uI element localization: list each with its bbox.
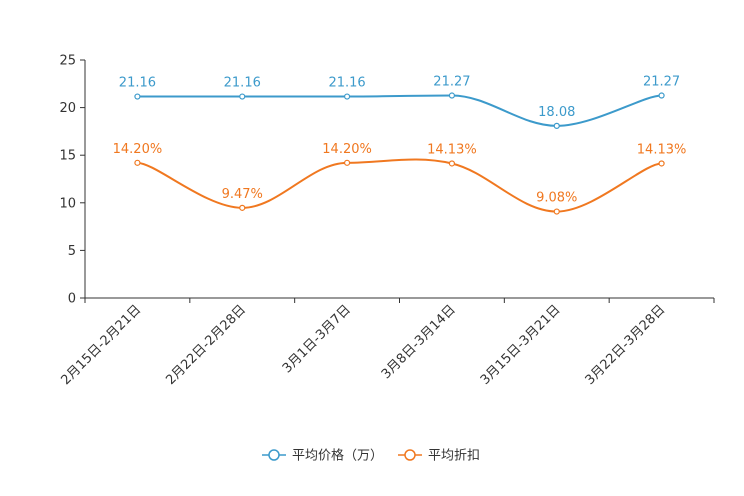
data-label: 18.08 (538, 105, 575, 120)
data-point (658, 92, 665, 99)
data-point (448, 92, 456, 99)
legend-marker-icon (404, 449, 416, 461)
data-point (343, 159, 351, 166)
y-tick-label: 25 (59, 54, 76, 69)
data-labels: 21.16 21.16 21.16 21.27 18.08 21.27 14.20% 9.47… (113, 75, 687, 206)
data-label: 9.47% (222, 187, 263, 202)
data-label: 21.16 (328, 76, 365, 91)
x-tick-label: 3月8日-3月14日 (379, 302, 459, 382)
y-tick-label: 5 (68, 244, 76, 259)
data-point (448, 160, 456, 167)
data-label: 21.16 (224, 76, 261, 91)
data-label: 14.13% (427, 142, 477, 157)
data-point (343, 93, 351, 100)
y-tick-label: 20 (59, 101, 76, 116)
legend-item-0: 平均价格（万） (262, 448, 383, 464)
series-line-0 (137, 94, 662, 127)
data-label: 21.27 (643, 75, 680, 90)
data-label: 14.20% (322, 142, 372, 157)
x-tick-label: 2月22日-2月28日 (163, 302, 249, 388)
data-point (658, 160, 665, 167)
series-lines (134, 92, 665, 215)
series-line-1 (137, 158, 662, 213)
data-label: 21.16 (119, 76, 156, 91)
legend-label: 平均折扣 (428, 449, 480, 464)
legend: 平均价格（万） 平均折扣 (262, 448, 480, 464)
axes: 0 5 10 15 20 25 2月15日-2月21日 2月22日-2月28日 3月1日-3月7… (58, 54, 715, 388)
x-tick-label: 2月15日-2月21日 (58, 302, 144, 388)
data-point (239, 93, 246, 100)
data-point (553, 122, 560, 129)
legend-item-1: 平均折扣 (398, 449, 480, 464)
data-label: 14.20% (113, 142, 163, 157)
x-tick-label: 3月22日-3月28日 (583, 302, 669, 388)
x-tick-label: 3月1日-3月7日 (280, 302, 354, 376)
legend-label: 平均价格（万） (292, 448, 383, 464)
y-tick-label: 10 (59, 196, 76, 211)
data-label: 14.13% (637, 142, 687, 157)
x-tick-label: 3月15日-3月21日 (478, 302, 564, 388)
y-tick-label: 15 (59, 149, 76, 164)
legend-marker-icon (268, 449, 280, 461)
data-point (239, 204, 246, 211)
data-point (134, 159, 141, 166)
data-point (134, 93, 141, 100)
y-tick-label: 0 (68, 292, 76, 307)
data-label: 21.27 (433, 75, 470, 90)
data-point (553, 208, 560, 215)
data-label: 9.08% (536, 191, 577, 206)
